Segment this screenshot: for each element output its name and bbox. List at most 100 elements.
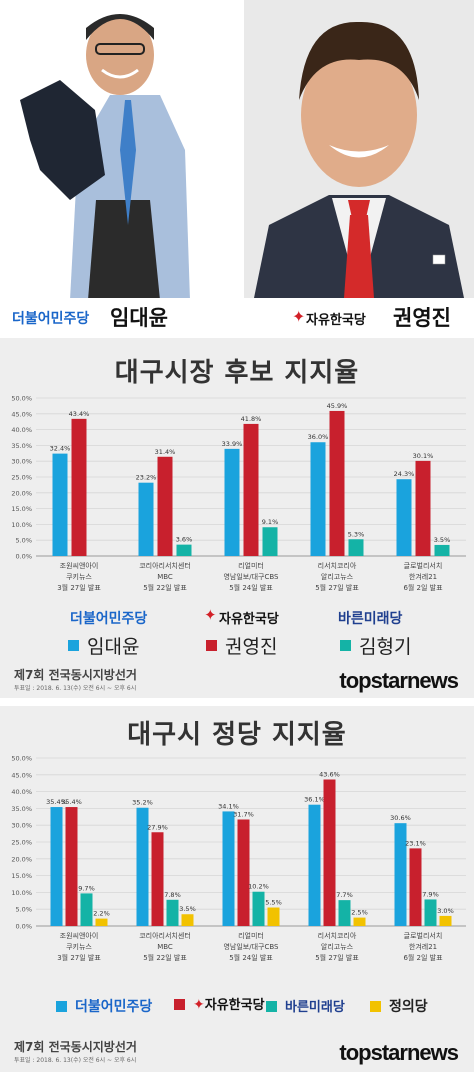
chart2-data-label: 30.6% bbox=[390, 814, 411, 822]
chart1-data-label: 3.6% bbox=[176, 536, 193, 544]
chart1-data-label: 23.2% bbox=[136, 474, 157, 482]
legend2-label-4: 정의당 bbox=[389, 999, 428, 1015]
chart1-category-label: 5월 22일 발표 bbox=[143, 583, 187, 592]
chart1-category-label: 5월 27일 발표 bbox=[315, 583, 359, 592]
chart2-category-label: 5월 22일 발표 bbox=[143, 953, 187, 962]
candidate-photo-left bbox=[0, 0, 230, 298]
right-candidate-name: 권영진 bbox=[393, 306, 451, 330]
chart2-bar-3 bbox=[424, 899, 437, 926]
legend2-label-1: 더불어민주당 bbox=[75, 999, 153, 1015]
chart1-ytick-label: 40.0% bbox=[11, 426, 32, 434]
chart1-ytick-label: 35.0% bbox=[11, 442, 32, 450]
mayor-support-section: 대구시장 후보 지지율 0.0% 5.0% 10.0% 15.0% 20.0% 25.0%… bbox=[0, 338, 474, 698]
chart2-bar-4 bbox=[267, 907, 280, 926]
section-divider bbox=[0, 698, 474, 706]
chart1-bar-1 bbox=[138, 482, 154, 556]
chart2-category-label: 3월 27일 발표 bbox=[57, 953, 101, 962]
legend1-swatch-3 bbox=[340, 640, 351, 651]
chart1-bar-3 bbox=[262, 527, 278, 556]
topstarnews-logo-2: topstarnews bbox=[339, 1040, 459, 1065]
chart1-category-label: 조원씨앤아이 bbox=[60, 561, 99, 570]
chart1-category-label: 쿠키뉴스 bbox=[66, 572, 92, 581]
legend2-item-4: 정의당 bbox=[370, 996, 428, 1016]
chart2-bar-4 bbox=[439, 915, 452, 926]
legend1-swatch-1 bbox=[68, 640, 79, 651]
minju-party-logo: 더불어민주당 bbox=[12, 311, 90, 327]
chart2-category-label: 리서치코리아 bbox=[318, 931, 357, 940]
chart2-bar-2 bbox=[409, 848, 422, 926]
chart2-bar-2 bbox=[65, 807, 78, 926]
chart2-bar-1 bbox=[222, 811, 235, 926]
legend2-torch-icon: ✦ bbox=[193, 997, 205, 1013]
chart1-category-label: 알리고뉴스 bbox=[321, 572, 354, 581]
chart2-data-label: 7.8% bbox=[164, 891, 181, 899]
chart1-ytick-label: 45.0% bbox=[11, 410, 32, 418]
chart2-category-label: 5월 27일 발표 bbox=[315, 953, 359, 962]
chart2-bar-4 bbox=[181, 914, 194, 926]
chart2-data-label: 2.2% bbox=[93, 910, 110, 918]
chart1-category-label: 영남일보/대구CBS bbox=[223, 572, 279, 581]
chart1-data-label: 3.5% bbox=[434, 536, 451, 544]
chart2-bar-2 bbox=[237, 819, 250, 926]
chart1-data-label: 30.1% bbox=[413, 452, 434, 460]
chart1-ytick-label: 10.0% bbox=[11, 521, 32, 529]
legend2-label-3: 바른미래당 bbox=[285, 1000, 345, 1015]
chart2-data-label: 7.7% bbox=[336, 891, 353, 899]
chart2-category-label: 쿠키뉴스 bbox=[66, 942, 92, 951]
chart2-data-label: 34.1% bbox=[218, 802, 239, 810]
chart1-ytick-label: 0.0% bbox=[15, 553, 32, 561]
chart2-category-label: 알리고뉴스 bbox=[321, 942, 354, 951]
chart1-data-label: 33.9% bbox=[222, 440, 243, 448]
legend1-jayu-logo: 자유한국당 bbox=[219, 612, 279, 627]
chart2-bar-1 bbox=[50, 807, 63, 926]
legend1-swatch-2 bbox=[206, 640, 217, 651]
chart1-bar-3 bbox=[348, 539, 364, 556]
chart2-ytick-label: 25.0% bbox=[11, 839, 32, 847]
chart1-category-label: 6월 2일 발표 bbox=[403, 583, 443, 592]
left-candidate-name: 임대윤 bbox=[110, 306, 168, 330]
chart1-bar-2 bbox=[329, 410, 345, 556]
chart2-data-label: 5.5% bbox=[265, 899, 282, 907]
chart1-data-label: 9.1% bbox=[262, 518, 279, 526]
chart1-category-label: 한겨레21 bbox=[409, 572, 437, 581]
chart2-data-label: 7.9% bbox=[422, 890, 439, 898]
chart1-bar-1 bbox=[310, 442, 326, 556]
chart2-footer-sub: 투표일 : 2018. 6. 13(수) 오전 6시 ~ 오후 6시 bbox=[14, 1057, 137, 1064]
chart2-bar-3 bbox=[80, 893, 93, 926]
candidate-name-strip: 더불어민주당 임대윤 ✦ 자유한국당 권영진 bbox=[0, 298, 474, 338]
chart1-bar-2 bbox=[157, 456, 173, 556]
topstarnews-logo: topstarnews bbox=[339, 668, 459, 693]
chart2-ytick-label: 40.0% bbox=[11, 788, 32, 796]
legend1-label-2: 권영진 bbox=[225, 636, 278, 658]
chart1-bar-2 bbox=[243, 423, 259, 556]
chart2-ytick-label: 15.0% bbox=[11, 872, 32, 880]
chart1-plot: 0.0% 5.0% 10.0% 15.0% 20.0% 25.0% 30.0% 35.0% 40… bbox=[11, 395, 466, 592]
chart2-bar-3 bbox=[338, 900, 351, 926]
chart1-bar-1 bbox=[52, 453, 68, 556]
chart2-bar-1 bbox=[136, 807, 149, 926]
candidate-portrait-right bbox=[244, 0, 474, 298]
chart2-category-label: 6월 2일 발표 bbox=[403, 953, 443, 962]
legend1-bareun-logo: 바른미래당 bbox=[338, 611, 403, 627]
chart2-bar-1 bbox=[394, 823, 407, 926]
chart1-category-label: MBC bbox=[157, 573, 173, 581]
chart2-category-label: 리얼미터 bbox=[238, 931, 264, 940]
chart1-ytick-label: 20.0% bbox=[11, 489, 32, 497]
chart1-category-label: 리얼미터 bbox=[238, 561, 264, 570]
chart2-data-label: 23.1% bbox=[405, 839, 426, 847]
chart1-category-label: 5월 24일 발표 bbox=[229, 583, 273, 592]
chart1-data-label: 36.0% bbox=[308, 433, 329, 441]
chart2-bar-2 bbox=[151, 832, 164, 926]
chart2-bar-2 bbox=[323, 779, 336, 926]
legend1-torch-icon: ✦ bbox=[204, 606, 217, 624]
chart2-title: 대구시 정당 지지율 bbox=[127, 720, 347, 750]
party-support-section: 대구시 정당 지지율 0.0% 5.0% 10.0% 15.0% 20.0% 25.0% 3… bbox=[0, 706, 474, 1072]
chart2-ytick-label: 5.0% bbox=[15, 906, 32, 914]
chart2-category-label: 한겨레21 bbox=[409, 942, 437, 951]
chart1-category-label: 리서치코리아 bbox=[318, 561, 357, 570]
candidate-portrait-left bbox=[0, 0, 230, 298]
candidate-photo-right bbox=[244, 0, 474, 298]
chart1-data-label: 45.9% bbox=[327, 402, 348, 410]
chart1-ytick-label: 15.0% bbox=[11, 505, 32, 513]
chart1-category-label: 3월 27일 발표 bbox=[57, 583, 101, 592]
